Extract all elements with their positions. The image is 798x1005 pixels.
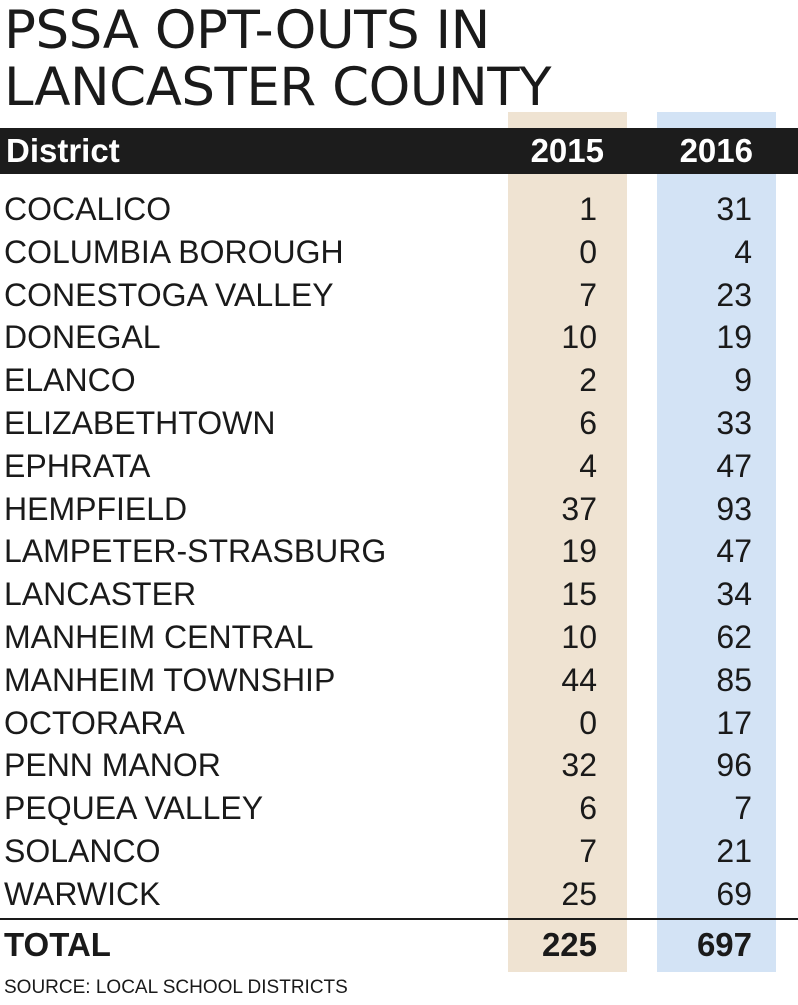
title-line-1: PSSA OPT-OUTS IN <box>4 0 490 61</box>
district-name: HEMPFIELD <box>4 490 188 527</box>
table-row: HEMPFIELD 37 93 <box>0 488 798 531</box>
district-name: LAMPETER-STRASBURG <box>4 533 387 570</box>
value-2015: 7 <box>579 832 597 869</box>
source-note: SOURCE: LOCAL SCHOOL DISTRICTS <box>4 977 348 998</box>
table-body: COCALICO 1 31 COLUMBIA BOROUGH 0 4 CONESTOGA V… <box>0 188 798 916</box>
district-name: SOLANCO <box>4 832 161 869</box>
value-2016: 93 <box>716 490 752 527</box>
value-2015: 0 <box>579 233 597 270</box>
table-row: SOLANCO 7 21 <box>0 830 798 873</box>
total-label: TOTAL <box>4 926 111 963</box>
table-row: DONEGAL 10 19 <box>0 316 798 359</box>
value-2016: 4 <box>734 233 752 270</box>
table-row: COLUMBIA BOROUGH 0 4 <box>0 231 798 274</box>
header-2015: 2015 <box>530 132 604 169</box>
value-2015: 44 <box>561 661 597 698</box>
district-name: COCALICO <box>4 191 172 227</box>
district-name: DONEGAL <box>4 319 161 356</box>
value-2015: 32 <box>561 747 597 784</box>
value-2015: 10 <box>561 618 597 655</box>
title-line-2: LANCASTER COUNTY <box>4 57 552 118</box>
total-2016: 697 <box>696 926 752 963</box>
district-name: ELIZABETHTOWN <box>4 404 276 441</box>
district-name: ELANCO <box>4 362 136 399</box>
table-row: MANHEIM CENTRAL 10 62 <box>0 616 798 659</box>
table-row: PEQUEA VALLEY 6 7 <box>0 787 798 830</box>
district-name: PEQUEA VALLEY <box>4 790 264 827</box>
table-row: MANHEIM TOWNSHIP 44 85 <box>0 659 798 702</box>
district-name: WARWICK <box>4 875 161 912</box>
header-district: District <box>6 132 120 169</box>
value-2015: 2 <box>579 362 597 399</box>
value-2016: 31 <box>716 191 752 227</box>
chart-title: PSSA OPT-OUTS IN LANCASTER COUNTY <box>4 0 552 118</box>
district-name: MANHEIM CENTRAL <box>4 618 314 655</box>
value-2015: 6 <box>579 404 597 441</box>
value-2015: 6 <box>579 790 597 827</box>
district-name: COLUMBIA BOROUGH <box>4 233 344 270</box>
district-name: MANHEIM TOWNSHIP <box>4 661 336 698</box>
value-2015: 19 <box>561 533 597 570</box>
value-2016: 7 <box>734 790 752 827</box>
value-2015: 4 <box>579 447 597 484</box>
column-2016-background <box>657 112 776 972</box>
value-2015: 15 <box>561 576 597 613</box>
value-2015: 7 <box>579 276 597 313</box>
value-2016: 34 <box>716 576 752 613</box>
table-row: LAMPETER-STRASBURG 19 47 <box>0 530 798 573</box>
value-2016: 85 <box>716 661 752 698</box>
table-row: WARWICK 25 69 <box>0 873 798 916</box>
value-2016: 47 <box>716 447 752 484</box>
table-row: COCALICO 1 31 <box>0 188 798 231</box>
value-2016: 69 <box>716 875 752 912</box>
value-2016: 33 <box>716 404 752 441</box>
value-2016: 47 <box>716 533 752 570</box>
value-2015: 1 <box>579 191 597 227</box>
district-name: LANCASTER <box>4 576 197 613</box>
district-name: OCTORARA <box>4 704 185 741</box>
table-row: ELANCO 2 9 <box>0 359 798 402</box>
value-2016: 17 <box>716 704 752 741</box>
table-row: PENN MANOR 32 96 <box>0 744 798 787</box>
value-2016: 21 <box>716 832 752 869</box>
table-row: CONESTOGA VALLEY 7 23 <box>0 274 798 317</box>
table-header-bar <box>0 128 798 174</box>
value-2016: 19 <box>716 319 752 356</box>
column-2015-background <box>508 112 627 972</box>
value-2016: 62 <box>716 618 752 655</box>
table-row: ELIZABETHTOWN 6 33 <box>0 402 798 445</box>
table-row: OCTORARA 0 17 <box>0 702 798 745</box>
district-name: EPHRATA <box>4 447 151 484</box>
table-row: EPHRATA 4 47 <box>0 445 798 488</box>
value-2016: 96 <box>716 747 752 784</box>
table-row: LANCASTER 15 34 <box>0 573 798 616</box>
value-2015: 25 <box>561 875 597 912</box>
value-2016: 9 <box>734 362 752 399</box>
district-name: PENN MANOR <box>4 747 221 784</box>
district-name: CONESTOGA VALLEY <box>4 276 334 313</box>
total-2015: 225 <box>541 926 597 963</box>
header-2016: 2016 <box>679 132 753 169</box>
value-2015: 37 <box>561 490 597 527</box>
value-2015: 10 <box>561 319 597 356</box>
value-2015: 0 <box>579 704 597 741</box>
total-row: TOTAL 225 697 <box>0 922 798 968</box>
value-2016: 23 <box>716 276 752 313</box>
total-divider <box>0 918 798 920</box>
